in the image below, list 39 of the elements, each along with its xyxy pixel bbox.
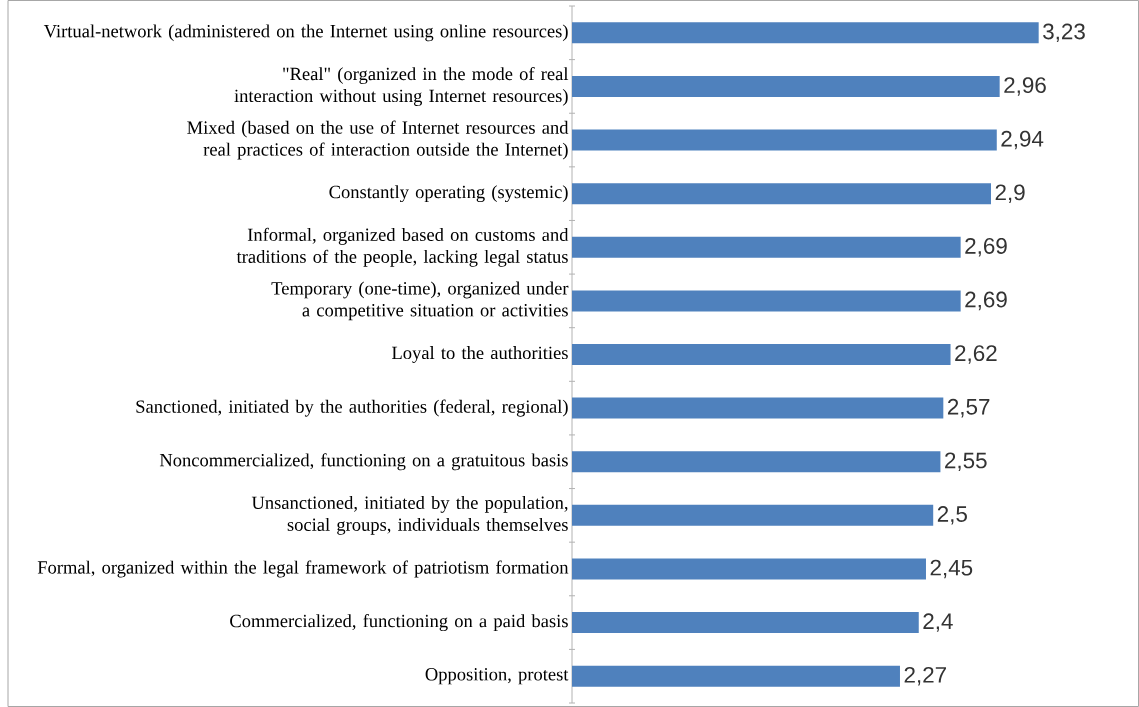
y-tick-label: Temporary (one-time), organized under a competitive situation or activities — [271, 281, 569, 321]
bar — [572, 129, 997, 151]
bar — [572, 236, 961, 258]
y-tick-label: Commercialized, functioning on a paid basis — [230, 614, 568, 632]
bar — [572, 665, 900, 687]
y-tick-label: Noncommercialized, functioning on a gratuitous basis — [159, 453, 568, 471]
data-label: 2,96 — [1004, 77, 1046, 96]
bar — [572, 75, 1000, 97]
y-tick-label: Mixed (based on the use of Internet resources and real practices of interaction outside the Internet) — [187, 120, 569, 160]
y-tick-label: Opposition, protest — [425, 668, 569, 685]
bar — [572, 397, 944, 419]
y-tick-label: "Real" (organized in the mode of real interaction without using Internet resources) — [234, 66, 569, 106]
bar — [572, 344, 951, 365]
y-tick-label: Constantly operating (systemic) — [329, 185, 568, 203]
bar — [572, 290, 961, 312]
data-label: 2,69 — [965, 291, 1007, 311]
data-label: 2,27 — [904, 666, 946, 686]
data-label: 3,23 — [1043, 23, 1085, 43]
bar — [572, 504, 934, 526]
bar — [572, 183, 991, 205]
y-tick-label: Formal, organized within the legal framework of patriotism formation — [37, 560, 569, 578]
bar — [572, 558, 926, 580]
data-label: 2,5 — [937, 506, 967, 525]
bar — [572, 451, 941, 473]
data-label: 2,62 — [955, 345, 997, 364]
y-tick-label: Virtual-network (administered on the Internet using online resources) — [43, 24, 568, 42]
data-label: 2,69 — [965, 238, 1007, 257]
y-tick-label: Unsanctioned, initiated by the population, social groups, individuals themselves — [251, 495, 568, 535]
y-tick-label: Sanctioned, initiated by the authorities (federal, regional) — [136, 399, 568, 417]
data-label: 2,45 — [930, 559, 973, 579]
bar — [572, 612, 919, 634]
y-tick-label: Informal, organized based on customs and traditions of the people, lacking legal status — [236, 227, 569, 267]
y-tick-label: Loyal to the authorities — [391, 346, 568, 363]
data-label: 2,94 — [1001, 130, 1044, 150]
data-label: 2,4 — [923, 613, 953, 632]
data-label: 2,55 — [945, 452, 987, 471]
bar — [572, 22, 1039, 44]
data-label: 2,9 — [995, 184, 1025, 203]
data-label: 2,57 — [947, 398, 990, 418]
